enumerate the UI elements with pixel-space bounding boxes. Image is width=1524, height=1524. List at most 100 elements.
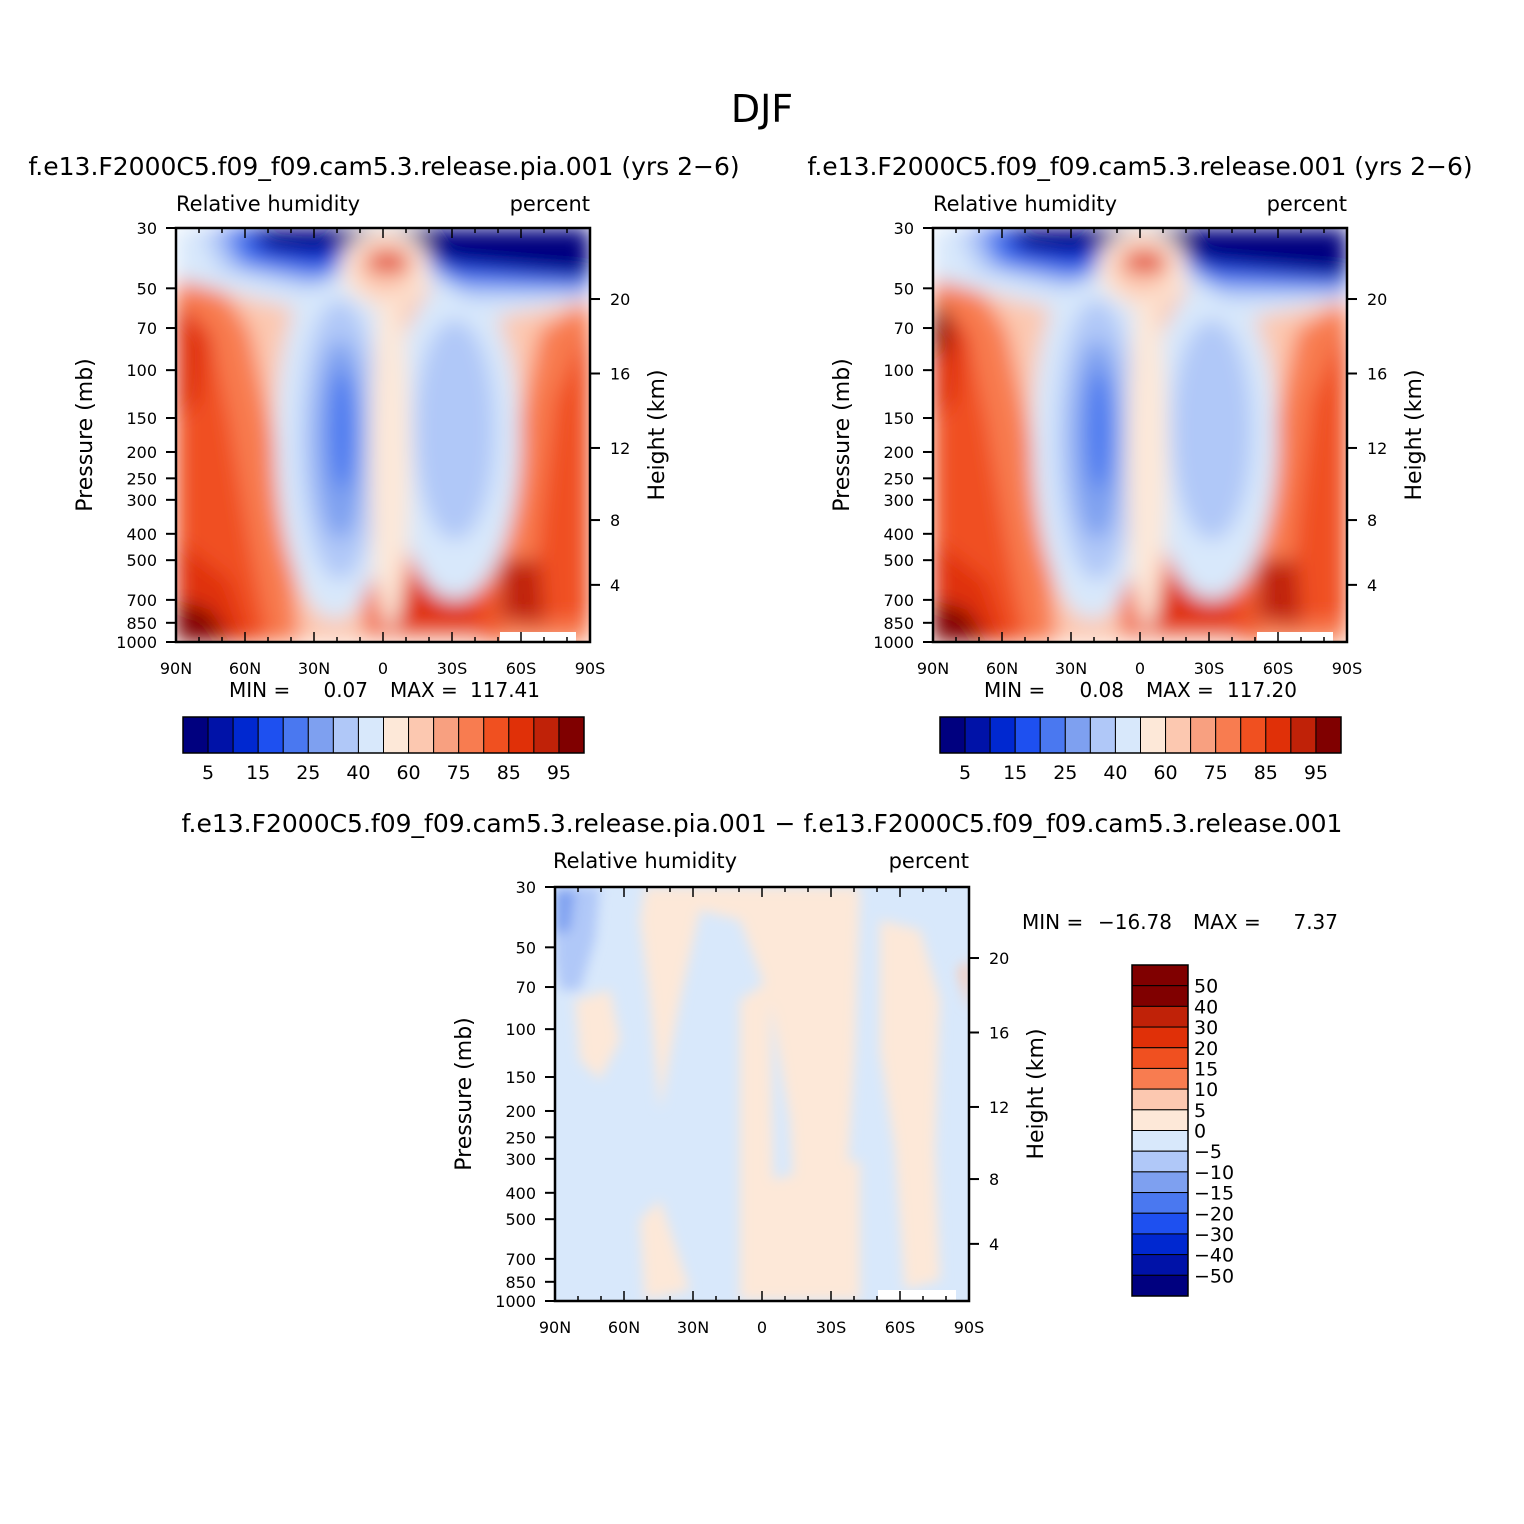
figure-title: DJF — [731, 87, 793, 131]
y-tick-label-height: 8 — [610, 511, 620, 530]
colorbar-label: −10 — [1194, 1162, 1234, 1184]
panel-1-contours — [176, 228, 590, 642]
panel-2-variable: Relative humidity — [933, 192, 1117, 216]
x-tick-label: 60S — [1263, 659, 1294, 678]
panel-1-variable: Relative humidity — [176, 192, 360, 216]
colorbar-label: 95 — [1304, 762, 1328, 784]
y-axis-label-pressure: Pressure (mb) — [830, 358, 855, 512]
colorbar-label: 0 — [1194, 1121, 1206, 1143]
colorbar-box — [508, 716, 535, 754]
colorbar-box — [1131, 1254, 1189, 1276]
y-tick-label-pressure: 50 — [894, 279, 914, 298]
colorbar-box — [1131, 1109, 1189, 1131]
y-tick-label-pressure: 100 — [883, 361, 914, 380]
x-tick-label: 30N — [1055, 659, 1087, 678]
colorbar-box — [182, 716, 209, 754]
y-axis-label-height: Height (km) — [645, 369, 670, 500]
colorbar-box — [1131, 1088, 1189, 1111]
y-tick-label-pressure: 300 — [126, 491, 157, 510]
panel-2-min-value: 0.08 — [1079, 678, 1124, 702]
y-tick-label-pressure: 700 — [126, 591, 157, 610]
x-tick-label: 60S — [885, 1318, 916, 1337]
panel-3-contours — [555, 887, 969, 1300]
panel-1-case-title: f.e13.F2000C5.f09_f09.cam5.3.release.pia… — [28, 152, 739, 181]
colorbar-box — [1131, 1171, 1189, 1194]
colorbar-label: 5 — [202, 762, 214, 784]
colorbar-label: 25 — [296, 762, 320, 784]
y-tick-label-pressure: 1000 — [116, 633, 157, 652]
panel-1-max-label: MAX = — [390, 678, 458, 702]
x-tick-label: 90N — [539, 1318, 571, 1337]
colorbar-box — [408, 716, 435, 754]
x-tick-label: 0 — [1135, 659, 1145, 678]
panel-2-contours — [933, 228, 1347, 642]
colorbar-label: 15 — [1194, 1058, 1218, 1080]
y-tick-label-height: 20 — [610, 290, 630, 309]
panel-3-field — [555, 887, 969, 1301]
panel-1-colorbar: 5 15 25 40 60 75 85 95 — [182, 716, 585, 784]
panel-2-case-title: f.e13.F2000C5.f09_f09.cam5.3.release.001… — [807, 152, 1472, 181]
y-tick-label-pressure: 250 — [126, 469, 157, 488]
colorbar-label: 75 — [447, 762, 471, 784]
panel-3-variable: Relative humidity — [553, 849, 737, 873]
y-axis-label-pressure: Pressure (mb) — [452, 1017, 477, 1171]
panel-1: f.e13.F2000C5.f09_f09.cam5.3.release.pia… — [28, 152, 739, 784]
y-tick-label-pressure: 850 — [883, 614, 914, 633]
colorbar-box — [232, 716, 259, 754]
y-tick-label-pressure: 500 — [505, 1210, 536, 1229]
panel-3-min-value: −16.78 — [1098, 910, 1172, 934]
colorbar-label: 50 — [1194, 976, 1218, 998]
y-tick-label-pressure: 30 — [137, 219, 157, 238]
colorbar-box — [1131, 1130, 1189, 1152]
y-tick-label-pressure: 300 — [883, 491, 914, 510]
colorbar-box — [1131, 1274, 1189, 1297]
colorbar-label: 30 — [1194, 1017, 1218, 1039]
colorbar-label: 15 — [1003, 762, 1027, 784]
x-tick-label: 90N — [160, 659, 192, 678]
x-tick-label: 90S — [954, 1318, 985, 1337]
y-tick-label-height: 20 — [1367, 290, 1387, 309]
y-tick-label-pressure: 150 — [126, 409, 157, 428]
y-tick-label-pressure: 500 — [883, 551, 914, 570]
panel-3-max-value: 7.37 — [1293, 910, 1338, 934]
y-tick-label-pressure: 850 — [126, 614, 157, 633]
colorbar-box — [332, 716, 359, 754]
colorbar-box — [357, 716, 384, 754]
panel-2-units: percent — [1267, 192, 1347, 216]
panel-3-axes: 90N 60N 30N 0 30S 60S 90S 30 50 70 100 150 200 250 300… — [452, 878, 1049, 1337]
y-tick-label-height: 8 — [989, 1170, 999, 1189]
panel-2-max-label: MAX = — [1146, 678, 1214, 702]
y-tick-label-height: 20 — [989, 949, 1009, 968]
y-tick-label-pressure: 250 — [505, 1128, 536, 1147]
panel-2-colorbar: 5 15 25 40 60 75 85 95 — [939, 716, 1342, 784]
y-tick-label-pressure: 200 — [126, 443, 157, 462]
panel-2-field — [933, 228, 1347, 642]
colorbar-box — [1131, 1005, 1189, 1028]
colorbar-frame — [1131, 964, 1189, 1297]
colorbar-box — [1140, 716, 1167, 754]
colorbar-box — [282, 716, 309, 754]
colorbar-box — [1131, 1047, 1189, 1069]
y-tick-label-height: 12 — [1367, 439, 1387, 458]
y-axis-label-pressure: Pressure (mb) — [73, 358, 98, 512]
colorbar-label: 5 — [1194, 1100, 1206, 1122]
y-tick-label-height: 16 — [610, 364, 630, 383]
y-tick-label-pressure: 30 — [516, 878, 536, 897]
colorbar-box — [964, 716, 991, 754]
y-axis-label-height: Height (km) — [1024, 1028, 1049, 1159]
y-tick-label-pressure: 1000 — [873, 633, 914, 652]
colorbar-label: −15 — [1194, 1183, 1234, 1205]
y-tick-label-pressure: 100 — [126, 361, 157, 380]
colorbar-box — [1014, 716, 1041, 754]
colorbar-box — [1064, 716, 1091, 754]
colorbar-box — [1131, 985, 1189, 1007]
colorbar-label: 25 — [1053, 762, 1077, 784]
colorbar-label: −40 — [1194, 1245, 1234, 1267]
colorbar-box — [1265, 716, 1292, 754]
colorbar-label: 15 — [246, 762, 270, 784]
panel-3-min-label: MIN = — [1022, 910, 1083, 934]
colorbar-box — [533, 716, 560, 754]
x-tick-label: 30S — [816, 1318, 847, 1337]
colorbar-box — [1240, 716, 1267, 754]
x-tick-label: 30S — [1194, 659, 1225, 678]
